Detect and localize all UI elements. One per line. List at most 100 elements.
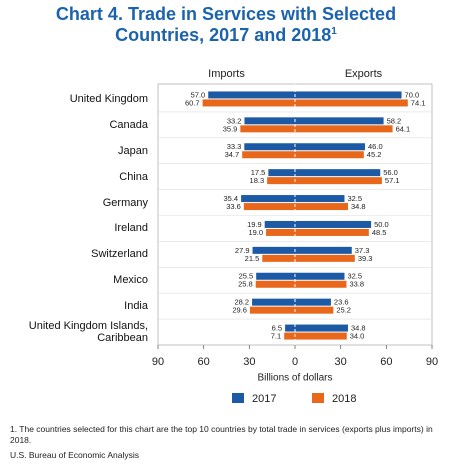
value-label: 34.7: [225, 150, 240, 159]
export-bar: [295, 151, 364, 159]
value-label: 39.3: [358, 254, 373, 263]
value-label: 32.5: [347, 194, 362, 203]
import-bar: [244, 143, 295, 151]
value-label: 33.2: [227, 116, 242, 125]
import-bar: [243, 203, 295, 211]
value-label: 64.1: [396, 124, 411, 133]
import-bar: [266, 228, 295, 236]
value-label: 46.0: [368, 142, 383, 151]
value-label: 60.7: [185, 98, 200, 107]
import-bar: [284, 332, 295, 340]
value-label: 18.3: [250, 176, 265, 185]
x-axis-label: Billions of dollars: [257, 373, 332, 384]
value-label: 33.3: [227, 142, 242, 151]
value-label: 56.0: [383, 168, 398, 177]
value-label: 6.5: [272, 324, 282, 333]
value-label: 25.2: [336, 306, 351, 315]
legend-swatch: [312, 393, 324, 403]
chart-title: Countries, 2017 and 20181: [0, 25, 452, 46]
import-bar: [252, 298, 295, 306]
category-label: Canada: [109, 118, 148, 131]
export-bar: [295, 254, 355, 262]
import-bar: [268, 169, 295, 177]
value-label: 29.6: [232, 306, 247, 315]
value-label: 70.0: [405, 90, 420, 99]
export-bar: [295, 195, 345, 203]
export-bar: [295, 306, 334, 314]
source: U.S. Bureau of Economic Analysis: [10, 450, 139, 460]
value-label: 25.8: [238, 280, 253, 289]
category-label: United Kingdom Islands, Caribbean: [28, 320, 148, 345]
x-tick-label: 0: [292, 356, 298, 368]
value-label: 27.9: [235, 246, 250, 255]
value-label: 34.8: [351, 202, 366, 211]
category-label: United Kingdom: [69, 92, 148, 105]
export-bar: [295, 91, 402, 99]
export-bar: [295, 324, 348, 332]
x-tick-label: 30: [335, 356, 347, 368]
value-label: 33.8: [349, 280, 364, 289]
export-bar: [295, 99, 408, 107]
footnote-mark: 1: [331, 26, 337, 37]
export-bar: [295, 143, 366, 151]
export-bar: [295, 332, 347, 340]
value-label: 21.5: [245, 254, 260, 263]
category-label: China: [119, 170, 148, 183]
value-label: 19.9: [247, 220, 262, 229]
category-label: Ireland: [114, 222, 148, 235]
value-label: 58.2: [387, 116, 402, 125]
export-bar: [295, 125, 393, 133]
export-bar: [295, 169, 381, 177]
export-bar: [295, 272, 345, 280]
value-label: 7.1: [271, 332, 281, 341]
value-label: 37.3: [355, 246, 370, 255]
legend-label: 2018: [332, 393, 356, 405]
category-label: Switzerland: [91, 248, 148, 261]
category-label: Mexico: [113, 274, 148, 287]
x-tick-label: 30: [243, 356, 255, 368]
value-label: 32.5: [347, 272, 362, 281]
import-bar: [208, 91, 295, 99]
import-bar: [252, 246, 295, 254]
chart-title: Countries, 2017 and 2018: [115, 25, 332, 45]
import-bar: [242, 151, 295, 159]
footnote: 1. The countries selected for this chart…: [10, 424, 433, 445]
export-bar: [295, 298, 331, 306]
value-label: 57.1: [385, 176, 400, 185]
import-bar: [264, 220, 295, 228]
value-label: 35.4: [224, 194, 239, 203]
x-tick-label: 60: [380, 356, 392, 368]
category-label: Germany: [102, 196, 148, 209]
value-label: 45.2: [367, 150, 382, 159]
value-label: 17.5: [251, 168, 266, 177]
value-label: 33.6: [226, 202, 241, 211]
value-label: 57.0: [191, 90, 206, 99]
import-bar: [256, 272, 295, 280]
import-bar: [262, 254, 295, 262]
value-label: 34.0: [350, 332, 365, 341]
import-bar: [244, 117, 295, 125]
import-bar: [240, 125, 295, 133]
value-label: 19.0: [248, 228, 263, 237]
export-bar: [295, 203, 348, 211]
legend-label: 2017: [252, 393, 276, 405]
export-bar: [295, 280, 347, 288]
x-tick-label: 60: [198, 356, 210, 368]
import-bar: [285, 324, 295, 332]
value-label: 25.5: [239, 272, 254, 281]
import-bar: [267, 177, 295, 185]
import-bar: [202, 99, 295, 107]
value-label: 23.6: [334, 298, 349, 307]
x-tick-label: 90: [152, 356, 164, 368]
import-bar: [241, 195, 295, 203]
category-label: Japan: [118, 144, 148, 157]
x-tick-label: 90: [426, 356, 438, 368]
legend-swatch: [232, 393, 244, 403]
export-bar: [295, 220, 372, 228]
import-bar: [249, 306, 295, 314]
panel-label: Exports: [345, 68, 383, 80]
category-label: India: [124, 300, 148, 313]
value-label: 35.9: [223, 124, 238, 133]
